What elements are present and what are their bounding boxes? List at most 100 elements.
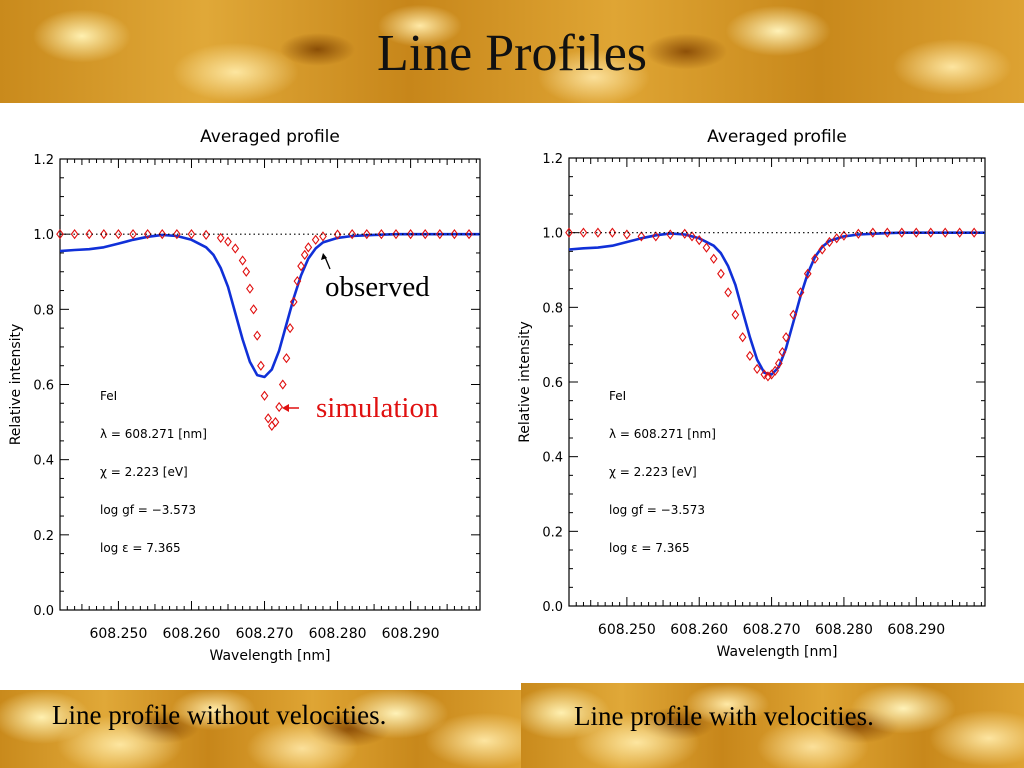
simulation-diamond-marker xyxy=(832,233,841,244)
info-text-line: λ = 608.271 [nm] xyxy=(609,427,716,441)
info-text-line: λ = 608.271 [nm] xyxy=(100,427,207,441)
simulation-diamond-marker xyxy=(362,229,371,240)
simulation-diamond-marker xyxy=(300,249,309,260)
simulation-annotation: simulation xyxy=(316,392,439,424)
x-tick-label: 608.250 xyxy=(89,626,147,642)
y-axis-label: Relative intensity xyxy=(8,324,24,446)
y-tick-label: 0.8 xyxy=(542,301,563,316)
simulation-diamond-marker xyxy=(286,323,294,334)
observed-arrow-line xyxy=(324,256,331,270)
info-text-line: χ = 2.223 [eV] xyxy=(100,465,188,479)
simulation-diamond-marker xyxy=(435,229,444,240)
simulation-diamond-marker xyxy=(955,227,964,238)
observed-profile-line xyxy=(59,232,480,379)
chart-title: Averaged profile xyxy=(200,127,340,147)
simulation-diamond-marker xyxy=(579,227,588,238)
simulation-diamond-marker xyxy=(158,229,167,240)
simulation-diamond-marker xyxy=(695,235,704,246)
x-tick-label: 608.250 xyxy=(598,622,656,638)
y-tick-label: 0.6 xyxy=(542,376,563,391)
simulation-diamond-marker xyxy=(774,358,783,369)
simulation-diamond-marker xyxy=(202,229,210,241)
simulation-diamond-marker xyxy=(289,296,298,307)
simulation-diamond-marker xyxy=(311,234,320,245)
simulation-diamond-marker xyxy=(869,227,877,238)
simulation-diamond-marker xyxy=(623,229,631,240)
observed-profile-line xyxy=(568,231,985,376)
y-tick-label: 1.0 xyxy=(542,227,563,242)
simulation-diamond-marker xyxy=(187,229,196,240)
y-tick-label: 0.8 xyxy=(33,303,54,318)
simulation-diamond-marker xyxy=(771,365,780,376)
x-axis-label: Wavelength [nm] xyxy=(717,644,838,660)
simulation-diamond-marker xyxy=(406,229,415,240)
simulation-diamond-marker xyxy=(912,227,921,238)
simulation-diamond-marker xyxy=(941,227,950,238)
simulation-diamond-marker xyxy=(803,268,812,279)
simulation-diamond-marker xyxy=(738,332,747,343)
simulation-diamond-marker xyxy=(293,276,302,287)
simulation-diamond-marker xyxy=(760,369,769,380)
simulation-diamond-marker xyxy=(143,229,152,240)
x-tick-label: 608.260 xyxy=(670,622,728,638)
simulation-diamond-marker xyxy=(825,236,834,248)
simulation-diamond-marker xyxy=(702,242,711,253)
y-tick-label: 0.0 xyxy=(542,600,563,615)
simulation-diamond-marker xyxy=(709,253,718,264)
simulation-diamond-marker xyxy=(883,227,892,238)
simulation-diamond-marker xyxy=(608,227,617,238)
observed-arrow-head xyxy=(321,253,327,260)
y-tick-label: 0.4 xyxy=(33,454,54,469)
y-tick-label: 1.2 xyxy=(33,153,54,168)
y-tick-label: 0.6 xyxy=(33,379,54,394)
y-tick-label: 0.0 xyxy=(33,604,54,619)
simulation-diamond-marker xyxy=(724,287,733,298)
info-text-line: log ε = 7.365 xyxy=(609,541,690,555)
averaged-profile-chart-left: Averaged profile 0.0 0.2 0.4 0.6 0.8 1.0 1.2 608… xyxy=(8,127,481,664)
bottom-left-texture-band xyxy=(0,690,521,768)
bottom-right-texture-band xyxy=(521,683,1024,768)
title-texture-band xyxy=(0,0,1024,103)
simulation-diamond-marker xyxy=(789,309,798,320)
simulation-diamond-marker xyxy=(85,229,94,240)
y-axis-label: Relative intensity xyxy=(517,321,533,443)
x-tick-label: 608.280 xyxy=(309,626,367,642)
simulation-diamond-marker xyxy=(840,230,848,241)
caption-left: Line profile without velocities. xyxy=(52,700,387,730)
simulation-diamond-marker xyxy=(731,309,740,320)
y-tick-label: 1.2 xyxy=(542,152,563,167)
simulation-diamond-marker xyxy=(897,227,906,238)
info-text-line: FeI xyxy=(609,389,626,403)
simulation-diamond-marker xyxy=(99,229,108,240)
simulation-diamond-marker xyxy=(348,229,357,240)
simulation-diamond-marker xyxy=(854,228,863,239)
simulation-diamond-marker xyxy=(304,242,313,253)
simulation-diamond-marker xyxy=(278,379,287,390)
simulation-diamond-marker xyxy=(249,304,258,315)
info-text-line: χ = 2.223 [eV] xyxy=(609,465,697,479)
simulation-diamond-marker xyxy=(56,229,64,240)
simulation-diamond-marker xyxy=(253,330,262,341)
simulation-diamond-marker xyxy=(275,401,283,413)
simulation-diamond-marker xyxy=(224,236,232,247)
chart-title: Averaged profile xyxy=(707,127,847,147)
simulation-diamond-marker xyxy=(246,283,254,294)
simulation-diamond-marker xyxy=(238,255,247,266)
y-tick-label: 1.0 xyxy=(33,228,54,243)
y-tick-label: 0.2 xyxy=(542,525,563,540)
simulation-diamond-marker xyxy=(333,229,342,240)
simulation-diamond-marker xyxy=(267,420,276,431)
simulation-diamond-marker xyxy=(778,347,787,358)
simulation-diamond-marker xyxy=(688,231,696,242)
simulation-diamond-marker xyxy=(421,229,430,240)
simulation-diamond-marker xyxy=(818,244,827,255)
simulation-diamond-marker xyxy=(242,266,251,277)
simulation-diamond-marker xyxy=(114,229,123,240)
simulation-diamond-marker xyxy=(746,350,754,361)
simulation-diamond-marker xyxy=(651,231,660,242)
simulation-diamond-marker xyxy=(260,390,269,401)
info-text-line: log gf = −3.573 xyxy=(609,503,705,517)
simulation-diamond-marker xyxy=(282,353,291,364)
simulation-diamond-marker xyxy=(129,229,137,240)
plot-frame xyxy=(568,157,986,607)
